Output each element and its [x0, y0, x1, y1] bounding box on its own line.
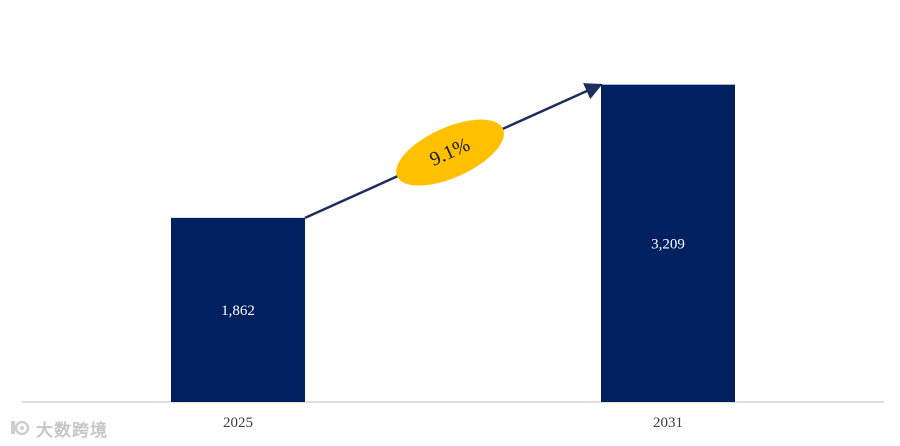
bar-2025 [171, 217, 305, 402]
x-tick-label: 2031 [653, 415, 683, 431]
watermark: 大数跨境 [8, 416, 108, 441]
x-tick-labels: 2025 2031 [223, 415, 683, 431]
brand-logo-icon [11, 420, 30, 436]
bar-value-label: 1,862 [221, 303, 255, 319]
watermark-text: 大数跨境 [36, 420, 108, 441]
bar-value-label: 3,209 [651, 236, 685, 252]
bar-2031 [601, 84, 735, 402]
x-tick-label: 2025 [223, 415, 253, 431]
cagr-badge [396, 119, 504, 186]
annotation-layer: 9.1% [304, 83, 603, 220]
bars-layer: 1,862 3,209 [171, 84, 735, 402]
